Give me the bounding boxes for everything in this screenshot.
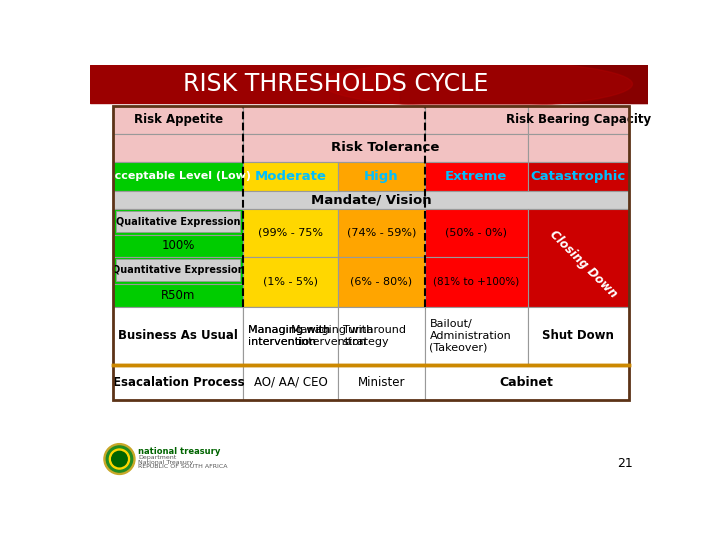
Text: RISK THRESHOLDS CYCLE: RISK THRESHOLDS CYCLE — [183, 72, 488, 96]
Text: Risk Appetite: Risk Appetite — [134, 113, 223, 126]
Text: 21: 21 — [617, 457, 632, 470]
Text: Mandate/ Vision: Mandate/ Vision — [310, 193, 431, 206]
Text: Acceptable Level (Low): Acceptable Level (Low) — [106, 172, 251, 181]
Bar — [425, 365, 629, 400]
Bar — [243, 307, 338, 365]
Circle shape — [107, 446, 132, 472]
Circle shape — [104, 444, 135, 475]
Text: Bailout/
Administration
(Takeover): Bailout/ Administration (Takeover) — [429, 319, 511, 353]
Bar — [243, 106, 425, 134]
Text: National Treasury: National Treasury — [138, 460, 193, 464]
Text: Catastrophic: Catastrophic — [531, 170, 626, 183]
Bar — [117, 259, 240, 281]
Bar — [400, 65, 648, 103]
Bar — [425, 209, 528, 256]
Bar — [338, 162, 425, 191]
Text: Shut Down: Shut Down — [542, 329, 614, 342]
Text: Turnaround
strategy: Turnaround strategy — [343, 325, 405, 347]
Text: Managing with
intervention: Managing with intervention — [248, 325, 330, 347]
Bar — [528, 162, 629, 191]
Bar — [113, 106, 629, 400]
Text: Moderate: Moderate — [255, 170, 327, 183]
Text: (81% to +100%): (81% to +100%) — [433, 276, 519, 287]
Bar — [243, 365, 338, 400]
Bar — [113, 191, 629, 209]
Text: High: High — [364, 170, 399, 183]
Text: Esacalation Process: Esacalation Process — [112, 376, 244, 389]
Ellipse shape — [323, 61, 632, 107]
Text: Cabinet: Cabinet — [500, 376, 554, 389]
Text: Minister: Minister — [358, 376, 405, 389]
Text: Qualitative Expression: Qualitative Expression — [116, 217, 240, 227]
Circle shape — [112, 451, 127, 467]
Text: Extreme: Extreme — [445, 170, 508, 183]
Text: (50% - 0%): (50% - 0%) — [446, 228, 508, 238]
Text: Risk Bearing Capacity: Risk Bearing Capacity — [505, 113, 651, 126]
Bar — [338, 209, 425, 256]
Bar — [117, 212, 240, 232]
Text: REPUBLIC OF SOUTH AFRICA: REPUBLIC OF SOUTH AFRICA — [138, 464, 228, 469]
Text: Managing with
intervention: Managing with intervention — [291, 325, 373, 347]
Bar — [528, 307, 629, 365]
Bar — [243, 307, 338, 365]
Bar — [425, 106, 528, 134]
Bar — [113, 162, 243, 191]
Text: (6% - 80%): (6% - 80%) — [351, 276, 413, 287]
Text: (74% - 59%): (74% - 59%) — [347, 228, 416, 238]
Bar — [90, 65, 648, 103]
Text: Business As Usual: Business As Usual — [118, 329, 238, 342]
Bar — [528, 209, 629, 307]
Text: (1% - 5%): (1% - 5%) — [264, 276, 318, 287]
Text: Risk Tolerance: Risk Tolerance — [331, 141, 440, 154]
Bar — [425, 307, 528, 365]
Bar — [113, 365, 243, 400]
Bar — [338, 307, 425, 365]
Bar — [113, 106, 243, 134]
Circle shape — [109, 449, 130, 469]
Text: R50m: R50m — [161, 289, 196, 302]
Text: national treasury: national treasury — [138, 447, 220, 456]
Bar — [243, 256, 338, 307]
Bar — [113, 307, 243, 365]
Text: AO/ AA/ CEO: AO/ AA/ CEO — [254, 376, 328, 389]
Bar — [338, 256, 425, 307]
Bar — [243, 134, 528, 162]
Bar — [243, 162, 338, 191]
Bar — [338, 365, 425, 400]
Text: Managing with
intervention: Managing with intervention — [248, 325, 330, 347]
Bar — [113, 209, 243, 235]
Bar — [528, 134, 629, 162]
Text: Closing Down: Closing Down — [546, 227, 619, 300]
Bar — [113, 134, 243, 162]
Bar — [425, 162, 528, 191]
Bar — [113, 284, 243, 307]
Text: (99% - 75%: (99% - 75% — [258, 228, 323, 238]
Text: Department: Department — [138, 455, 176, 460]
Bar — [113, 256, 243, 284]
Bar — [113, 235, 243, 256]
Text: 100%: 100% — [162, 239, 195, 252]
Bar — [528, 106, 629, 134]
Text: Quantitative Expression: Quantitative Expression — [112, 265, 245, 275]
Bar — [425, 256, 528, 307]
Bar — [243, 209, 338, 256]
